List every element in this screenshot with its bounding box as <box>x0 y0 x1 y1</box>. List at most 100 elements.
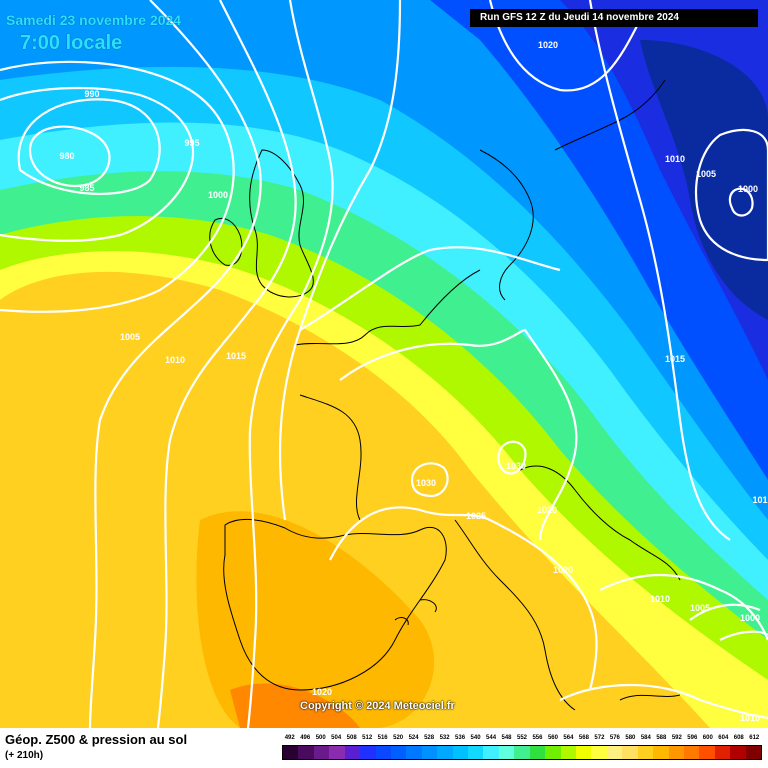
scale-label: 576 <box>609 735 620 741</box>
isobar-1000-se <box>719 630 768 641</box>
legend-title: Géop. Z500 & pression au sol <box>5 732 188 747</box>
field-navy <box>640 40 768 320</box>
scale-label: 548 <box>501 735 512 741</box>
scale-swatch <box>514 746 530 759</box>
scale-label: 512 <box>362 735 373 741</box>
isobar-label: 1030 <box>416 478 436 488</box>
isobar-label: 101 <box>752 495 767 505</box>
isobar-label: 1020 <box>538 40 558 50</box>
scale-label: 524 <box>408 735 419 741</box>
scale-label: 500 <box>315 735 326 741</box>
isobar-1020-north <box>488 0 641 92</box>
isobar-label: 1005 <box>690 603 710 613</box>
scale-swatch <box>452 746 469 759</box>
scale-label: 596 <box>687 735 698 741</box>
isobar-label: 1010 <box>740 713 760 723</box>
scale-label: 580 <box>625 735 636 741</box>
isobar-1020-south <box>329 506 598 691</box>
scale-swatch <box>714 746 731 759</box>
isobar-label: 1020 <box>312 687 332 697</box>
isobar-1005 <box>156 0 297 728</box>
scale-label: 600 <box>702 735 713 741</box>
scale-swatch <box>421 746 438 759</box>
isobar-990 <box>0 86 195 242</box>
scale-label: 572 <box>594 735 605 741</box>
legend-footer: Géop. Z500 & pression au sol (+ 210h) 49… <box>0 728 768 768</box>
isobar-label: 1000 <box>740 613 760 623</box>
isobar-label: 1010 <box>165 355 185 365</box>
scale-label: 608 <box>733 735 744 741</box>
scale-swatch <box>730 746 746 759</box>
isobar-label: 1020 <box>553 565 573 575</box>
scale-label: 516 <box>377 735 388 741</box>
scale-label: 568 <box>578 735 589 741</box>
isobar-label: 1010 <box>665 154 685 164</box>
isobar-label: 1030 <box>506 461 526 471</box>
scale-swatch <box>683 746 700 759</box>
scale-swatch <box>483 746 499 759</box>
isobar-1025 <box>339 328 578 541</box>
scale-swatch <box>545 746 561 759</box>
isobar-1005-se <box>689 603 761 621</box>
isobar-1015 <box>278 0 402 521</box>
isobar-label: 1015 <box>226 351 246 361</box>
map-canvas: 990 980 985 995 1000 1005 1010 1015 1020 1010 1005… <box>0 0 768 728</box>
scale-swatch <box>745 746 762 759</box>
scale-swatch <box>283 746 299 759</box>
scale-label: 544 <box>486 735 497 741</box>
isobar-label: 1015 <box>665 354 685 364</box>
scale-label: 540 <box>470 735 481 741</box>
isobar-1030-b <box>497 440 527 475</box>
scale-swatch <box>498 746 515 759</box>
scale-label: 556 <box>532 735 543 741</box>
forecast-date: Samedi 23 novembre 2024 <box>6 12 182 28</box>
isobar-1000 <box>88 0 262 728</box>
scale-swatch <box>622 746 638 759</box>
scale-swatch <box>468 746 484 759</box>
scale-label: 552 <box>516 735 527 741</box>
scale-swatch <box>576 746 592 759</box>
isobar-1005-east <box>695 128 768 262</box>
scale-label: 508 <box>346 735 357 741</box>
isobar-1010-south <box>559 683 768 720</box>
scale-label: 592 <box>671 735 682 741</box>
isobar-1010-se <box>599 573 768 641</box>
isobars <box>0 0 768 728</box>
run-info: Run GFS 12 Z du Jeudi 14 novembre 2024 <box>470 9 758 27</box>
scale-label: 564 <box>563 735 574 741</box>
scale-label: 528 <box>424 735 435 741</box>
isobar-985 <box>17 98 161 196</box>
isobar-995 <box>0 60 235 313</box>
isobar-1010 <box>246 0 334 728</box>
scale-label: 504 <box>331 735 342 741</box>
scale-swatch <box>560 746 577 759</box>
isobar-label: 1000 <box>208 190 228 200</box>
scale-label: 492 <box>284 735 295 741</box>
scale-label: 536 <box>455 735 466 741</box>
isobar-980 <box>28 125 111 188</box>
scale-swatch <box>606 746 623 759</box>
scale-swatch <box>699 746 715 759</box>
scale-label: 612 <box>749 735 760 741</box>
scale-swatch <box>637 746 654 759</box>
legend-subtitle: (+ 210h) <box>5 750 44 761</box>
isobar-1020-channel <box>299 246 561 331</box>
isobar-label: 980 <box>59 151 74 161</box>
isobar-label: 1005 <box>696 169 716 179</box>
forecast-time: 7:00 locale <box>20 32 123 54</box>
scale-swatch <box>591 746 607 759</box>
isobar-1010-east <box>588 0 731 541</box>
scale-label: 496 <box>300 735 311 741</box>
scale-swatch <box>329 746 345 759</box>
isobar-label: 1025 <box>466 511 486 521</box>
scale-label: 532 <box>439 735 450 741</box>
scale-label: 588 <box>656 735 667 741</box>
isobar-label: 1020 <box>537 505 557 515</box>
scale-swatch <box>406 746 422 759</box>
scale-label: 560 <box>547 735 558 741</box>
scale-swatch <box>390 746 407 759</box>
isobar-label: 990 <box>84 89 99 99</box>
scale-swatch <box>668 746 684 759</box>
scale-swatch <box>375 746 391 759</box>
